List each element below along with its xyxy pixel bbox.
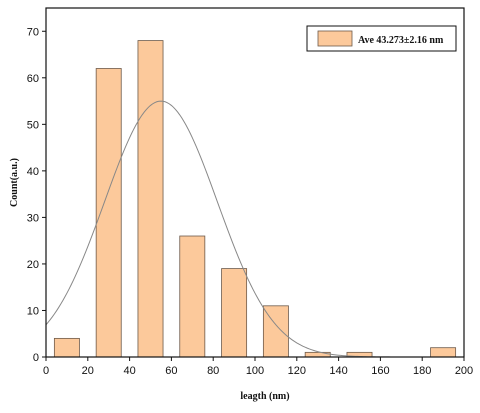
legend-swatch <box>317 30 353 47</box>
y-tick-label-30: 30 <box>27 212 39 224</box>
y-tick-label-0: 0 <box>33 352 39 364</box>
legend: Ave 43.273±2.16 nm <box>306 25 457 52</box>
bar-90 <box>221 268 248 358</box>
x-axis-title: leagth (nm) <box>240 391 289 402</box>
x-tick-label-80: 80 <box>207 365 219 377</box>
y-axis-ticks: 0 10 20 30 40 50 60 70 <box>27 26 46 364</box>
bar-190 <box>430 347 457 358</box>
x-tick-label-60: 60 <box>165 365 177 377</box>
bar-30 <box>95 68 122 358</box>
bars-group <box>53 40 457 358</box>
y-tick-label-40: 40 <box>27 166 39 178</box>
y-tick-label-10: 10 <box>27 305 39 317</box>
y-tick-label-50: 50 <box>27 119 39 131</box>
x-tick-label-0: 0 <box>43 365 49 377</box>
x-tick-label-40: 40 <box>123 365 135 377</box>
x-tick-label-180: 180 <box>413 365 431 377</box>
y-axis-title: Count(a.u.) <box>9 158 20 207</box>
y-tick-label-70: 70 <box>27 26 39 38</box>
y-tick-label-60: 60 <box>27 73 39 85</box>
x-tick-label-160: 160 <box>371 365 389 377</box>
x-axis-ticks: 0 20 40 60 80 100 120 140 160 180 200 <box>43 357 473 377</box>
bar-10 <box>53 337 80 358</box>
bar-70 <box>179 235 206 358</box>
x-tick-label-100: 100 <box>246 365 264 377</box>
x-tick-label-20: 20 <box>82 365 94 377</box>
x-tick-label-200: 200 <box>455 365 473 377</box>
x-tick-label-140: 140 <box>329 365 347 377</box>
y-tick-label-20: 20 <box>27 259 39 271</box>
bar-50 <box>137 40 164 358</box>
legend-label: Ave 43.273±2.16 nm <box>358 35 444 46</box>
x-tick-label-120: 120 <box>288 365 306 377</box>
